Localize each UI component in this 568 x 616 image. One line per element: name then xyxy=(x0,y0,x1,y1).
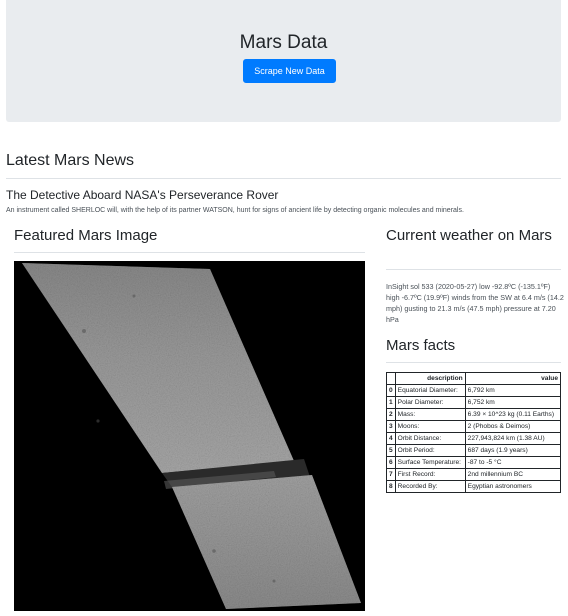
featured-image-heading: Featured Mars Image xyxy=(14,227,158,244)
row-index: 8 xyxy=(386,480,396,493)
row-description: Equatorial Diameter: xyxy=(394,384,466,397)
table-row: 5 Orbit Period: 687 days (1.9 years) xyxy=(386,444,562,457)
table-row: 1 Polar Diameter: 6,752 km xyxy=(386,396,562,409)
row-index: 5 xyxy=(386,444,396,457)
mars-facts-table: description value 0 Equatorial Diameter:… xyxy=(386,372,562,493)
row-description: Orbit Distance: xyxy=(394,432,466,445)
weather-divider xyxy=(386,269,561,270)
column-header-index xyxy=(386,372,396,385)
row-description: Polar Diameter: xyxy=(394,396,466,409)
column-header-description: description xyxy=(394,372,466,385)
row-description: Recorded By: xyxy=(394,480,466,493)
table-row: 3 Moons: 2 (Phobos & Deimos) xyxy=(386,420,562,433)
row-index: 1 xyxy=(386,396,396,409)
news-title: The Detective Aboard NASA's Perseverance… xyxy=(6,188,279,202)
table-row: 0 Equatorial Diameter: 6,792 km xyxy=(386,384,562,397)
row-description: Moons: xyxy=(394,420,466,433)
row-value: 2nd millennium BC xyxy=(464,468,562,481)
weather-text: InSight sol 533 (2020-05-27) low -92.8ºC… xyxy=(386,282,564,324)
row-index: 0 xyxy=(386,384,396,397)
row-index: 4 xyxy=(386,432,396,445)
row-value: 687 days (1.9 years) xyxy=(464,444,562,457)
row-description: First Record: xyxy=(394,468,466,481)
row-index: 3 xyxy=(386,420,396,433)
row-value: 6.39 × 10^23 kg (0.11 Earths) xyxy=(464,408,562,421)
row-value: 6,792 km xyxy=(464,384,562,397)
jumbotron-header: Mars Data Scrape New Data xyxy=(6,0,561,122)
featured-image-divider xyxy=(14,252,365,253)
row-index: 2 xyxy=(386,408,396,421)
table-row: 7 First Record: 2nd millennium BC xyxy=(386,468,562,481)
row-description: Mass: xyxy=(394,408,466,421)
row-index: 6 xyxy=(386,456,396,469)
featured-mars-image xyxy=(14,261,365,611)
row-value: 6,752 km xyxy=(464,396,562,409)
row-value: 227,943,824 km (1.38 AU) xyxy=(464,432,562,445)
row-description: Surface Temperature: xyxy=(394,456,466,469)
table-row: 6 Surface Temperature: -87 to -5 °C xyxy=(386,456,562,469)
facts-divider xyxy=(386,362,561,363)
table-row: 2 Mass: 6.39 × 10^23 kg (0.11 Earths) xyxy=(386,408,562,421)
table-row: 4 Orbit Distance: 227,943,824 km (1.38 A… xyxy=(386,432,562,445)
news-heading: Latest Mars News xyxy=(6,152,135,169)
row-description: Orbit Period: xyxy=(394,444,466,457)
news-divider xyxy=(6,178,561,179)
table-header-row: description value xyxy=(386,372,562,385)
row-index: 7 xyxy=(386,468,396,481)
scrape-new-data-button[interactable]: Scrape New Data xyxy=(243,59,336,83)
facts-heading: Mars facts xyxy=(386,337,456,354)
row-value: -87 to -5 °C xyxy=(464,456,562,469)
row-value: Egyptian astronomers xyxy=(464,480,562,493)
weather-heading: Current weather on Mars xyxy=(386,227,552,244)
news-paragraph: An instrument called SHERLOC will, with … xyxy=(6,207,464,214)
page-title: Mars Data xyxy=(239,32,328,53)
column-header-value: value xyxy=(464,372,562,385)
table-row: 8 Recorded By: Egyptian astronomers xyxy=(386,480,562,493)
row-value: 2 (Phobos & Deimos) xyxy=(464,420,562,433)
mars-surface-image xyxy=(22,263,361,609)
